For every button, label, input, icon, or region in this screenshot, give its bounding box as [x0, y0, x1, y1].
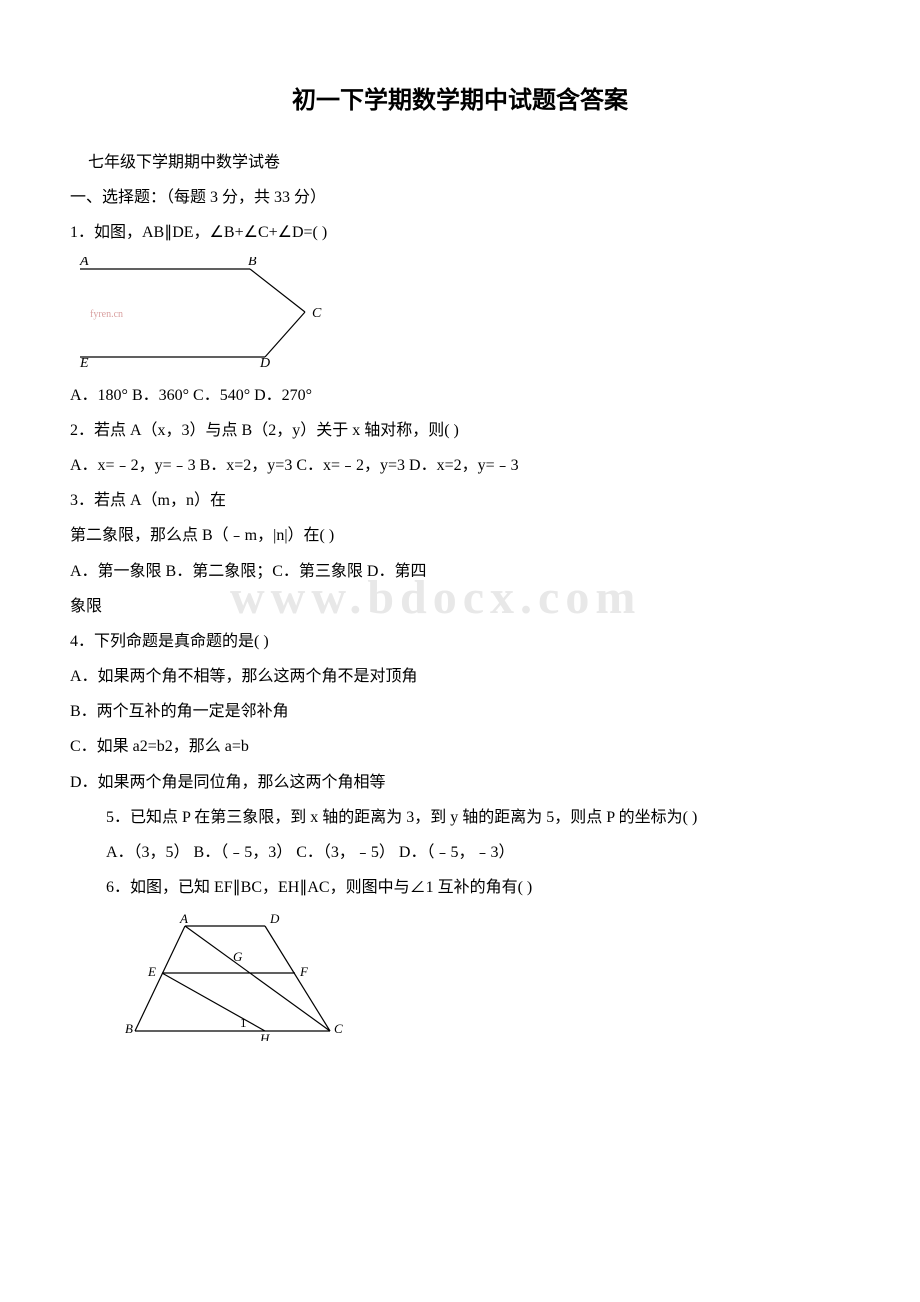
question-3-options-1: A．第一象限 B．第二象限；C．第三象限 D．第四	[70, 554, 850, 589]
fig2-label-e: E	[147, 964, 156, 979]
question-4-option-a: A．如果两个角不相等，那么这两个角不是对顶角	[70, 659, 850, 694]
question-3-text-2: 第二象限，那么点 B（﹣m，|n|）在( )	[70, 518, 850, 553]
question-5-options: A．（3，5） B．（﹣5，3） C．（3，﹣5） D．（﹣5，﹣3）	[70, 835, 850, 870]
document-title: 初一下学期数学期中试题含答案	[70, 80, 850, 115]
fig2-label-h: H	[259, 1031, 270, 1041]
fig1-label-d: D	[259, 356, 270, 367]
document-subtitle: 七年级下学期期中数学试卷	[70, 145, 850, 180]
question-4-text: 4．下列命题是真命题的是( )	[70, 624, 850, 659]
question-1-text: 1．如图，AB∥DE，∠B+∠C+∠D=( )	[70, 215, 850, 250]
question-3-text-1: 3．若点 A（m，n）在	[70, 483, 850, 518]
fig1-label-c: C	[312, 306, 322, 321]
section-header: 一、选择题：（每题 3 分，共 33 分）	[70, 180, 850, 215]
question-2-text: 2．若点 A（x，3）与点 B（2，y）关于 x 轴对称，则( )	[70, 413, 850, 448]
question-1-options: A．180° B．360° C．540° D．270°	[70, 378, 850, 413]
fig2-label-1: 1	[240, 1015, 247, 1030]
question-3-options-2: 象限	[70, 589, 850, 624]
fig1-label-b: B	[248, 257, 257, 269]
fig1-watermark: fyren.cn	[90, 309, 123, 320]
fig2-label-g: G	[233, 949, 243, 964]
fig2-label-b: B	[125, 1021, 133, 1036]
question-5-text: 5．已知点 P 在第三象限，到 x 轴的距离为 3，到 y 轴的距离为 5，则点…	[70, 800, 850, 835]
fig1-label-a: A	[79, 257, 89, 269]
figure-1-geometry: A B C D E fyren.cn	[70, 257, 850, 372]
fig2-label-d: D	[269, 911, 280, 926]
fig2-label-c: C	[334, 1021, 343, 1036]
question-4-option-d: D．如果两个角是同位角，那么这两个角相等	[70, 765, 850, 800]
fig2-label-a: A	[179, 911, 188, 926]
fig2-label-f: F	[299, 964, 309, 979]
question-4-option-c: C．如果 a2=b2，那么 a=b	[70, 729, 850, 764]
question-4-option-b: B．两个互补的角一定是邻补角	[70, 694, 850, 729]
fig1-label-e: E	[79, 356, 89, 367]
question-2-options: A．x=﹣2，y=﹣3 B．x=2，y=3 C．x=﹣2，y=3 D．x=2，y…	[70, 448, 850, 483]
figure-2-geometry: A D E F G B C H 1	[70, 911, 850, 1046]
question-6-text: 6．如图，已知 EF∥BC，EH∥AC，则图中与∠1 互补的角有( )	[70, 870, 850, 905]
